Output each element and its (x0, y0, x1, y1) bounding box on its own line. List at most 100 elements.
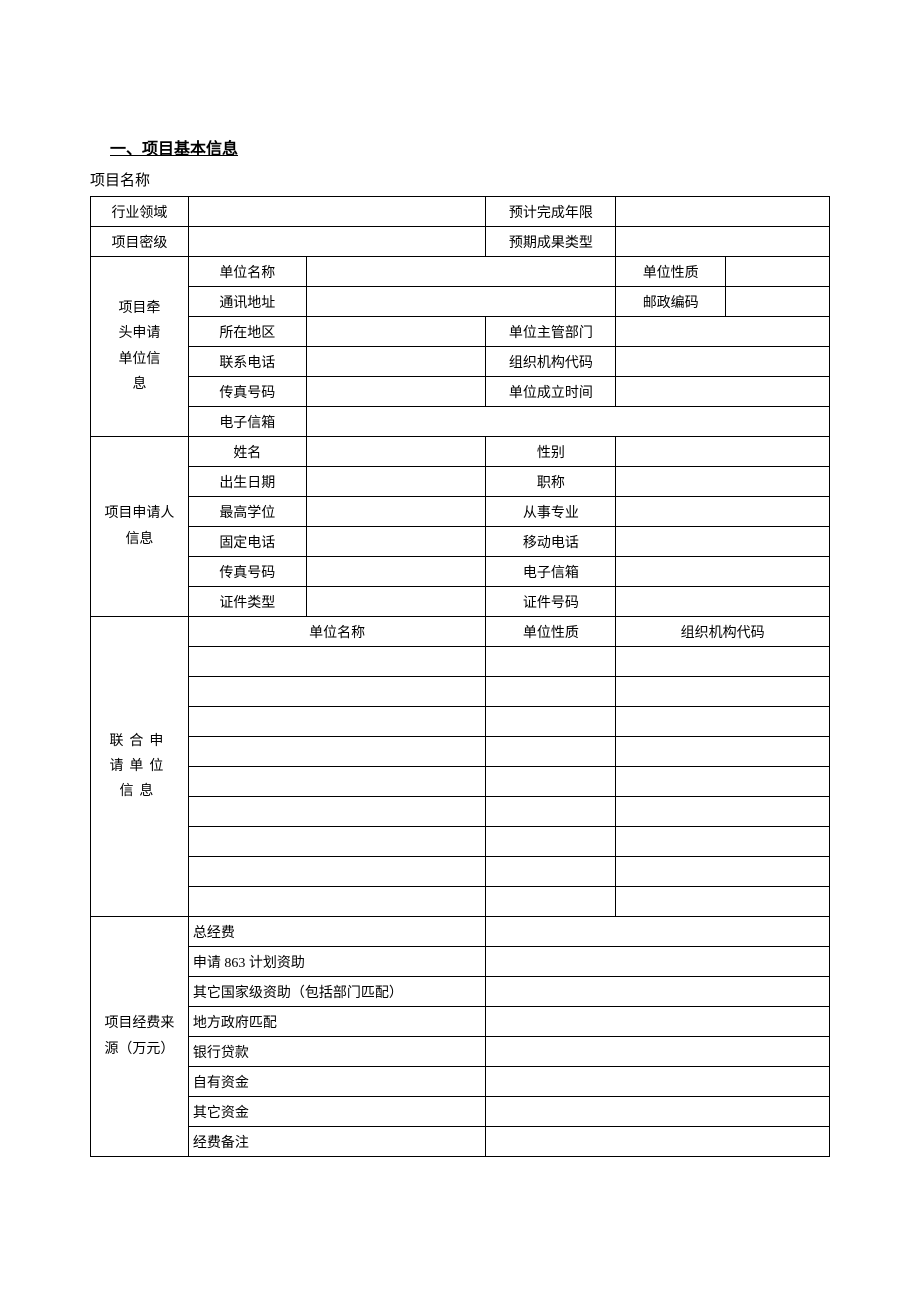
joint-org-4 (616, 737, 830, 767)
row-degree: 最高学位 从事专业 (91, 497, 830, 527)
joint-org-5 (616, 767, 830, 797)
joint-nature-7 (486, 827, 616, 857)
cell-title (616, 467, 830, 497)
cell-phone (306, 347, 486, 377)
label-applicant-email: 电子信箱 (486, 557, 616, 587)
label-industry: 行业领域 (91, 197, 189, 227)
cell-region (306, 317, 486, 347)
cell-industry-value (188, 197, 486, 227)
joint-org-3 (616, 707, 830, 737)
joint-nature-4 (486, 737, 616, 767)
row-lead-unit-name: 项目牵头申请单位信息 单位名称 单位性质 (91, 257, 830, 287)
joint-name-9 (188, 887, 486, 917)
label-joint-unitname: 单位名称 (188, 617, 486, 647)
cell-fax (306, 377, 486, 407)
label-joint-orgcode: 组织机构代码 (616, 617, 830, 647)
joint-nature-6 (486, 797, 616, 827)
cell-own (486, 1067, 830, 1097)
joint-name-8 (188, 857, 486, 887)
label-remark: 经费备注 (188, 1127, 486, 1157)
row-industry: 行业领域 预计完成年限 (91, 197, 830, 227)
joint-row-7 (91, 827, 830, 857)
joint-name-2 (188, 677, 486, 707)
joint-row-2 (91, 677, 830, 707)
label-mobile: 移动电话 (486, 527, 616, 557)
row-fund-total: 项目经费来源（万元） 总经费 (91, 917, 830, 947)
joint-org-6 (616, 797, 830, 827)
cell-birth (306, 467, 486, 497)
label-orgcode: 组织机构代码 (486, 347, 616, 377)
info-table: 行业领域 预计完成年限 项目密级 预期成果类型 项目牵头申请单位信息 单位名称 … (90, 196, 830, 1157)
cell-postal (726, 287, 830, 317)
label-deadline: 预计完成年限 (486, 197, 616, 227)
label-own: 自有资金 (188, 1067, 486, 1097)
cell-national (486, 977, 830, 1007)
row-fund-863: 申请 863 计划资助 (91, 947, 830, 977)
joint-nature-1 (486, 647, 616, 677)
cell-id-type (306, 587, 486, 617)
joint-row-6 (91, 797, 830, 827)
label-id-no: 证件号码 (486, 587, 616, 617)
cell-remark (486, 1127, 830, 1157)
joint-row-1 (91, 647, 830, 677)
label-unit-nature: 单位性质 (616, 257, 726, 287)
cell-mobile (616, 527, 830, 557)
joint-nature-5 (486, 767, 616, 797)
cell-deadline-value (616, 197, 830, 227)
joint-nature-8 (486, 857, 616, 887)
project-name-label: 项目名称 (90, 169, 830, 190)
label-phone: 联系电话 (188, 347, 306, 377)
joint-name-1 (188, 647, 486, 677)
row-fax: 传真号码 单位成立时间 (91, 377, 830, 407)
label-major: 从事专业 (486, 497, 616, 527)
label-outcome: 预期成果类型 (486, 227, 616, 257)
joint-name-6 (188, 797, 486, 827)
cell-major (616, 497, 830, 527)
joint-org-2 (616, 677, 830, 707)
header-joint: 联合申请单位信息 (91, 617, 189, 917)
cell-unit-nature (726, 257, 830, 287)
label-region: 所在地区 (188, 317, 306, 347)
joint-name-5 (188, 767, 486, 797)
joint-row-4 (91, 737, 830, 767)
cell-id-no (616, 587, 830, 617)
joint-org-7 (616, 827, 830, 857)
label-superior: 单位主管部门 (486, 317, 616, 347)
cell-total (486, 917, 830, 947)
header-funding: 项目经费来源（万元） (91, 917, 189, 1157)
joint-org-9 (616, 887, 830, 917)
row-birth: 出生日期 职称 (91, 467, 830, 497)
cell-name (306, 437, 486, 467)
joint-row-5 (91, 767, 830, 797)
cell-superior (616, 317, 830, 347)
cell-gender (616, 437, 830, 467)
row-phone: 联系电话 组织机构代码 (91, 347, 830, 377)
row-fund-own: 自有资金 (91, 1067, 830, 1097)
label-other: 其它资金 (188, 1097, 486, 1127)
row-joint-header: 联合申请单位信息 单位名称 单位性质 组织机构代码 (91, 617, 830, 647)
cell-outcome-value (616, 227, 830, 257)
joint-name-7 (188, 827, 486, 857)
label-postal: 邮政编码 (616, 287, 726, 317)
row-fund-other: 其它资金 (91, 1097, 830, 1127)
joint-row-8 (91, 857, 830, 887)
label-863: 申请 863 计划资助 (188, 947, 486, 977)
row-id: 证件类型 证件号码 (91, 587, 830, 617)
label-id-type: 证件类型 (188, 587, 306, 617)
cell-founded (616, 377, 830, 407)
label-joint-nature: 单位性质 (486, 617, 616, 647)
label-name: 姓名 (188, 437, 306, 467)
label-unit-name: 单位名称 (188, 257, 306, 287)
row-fund-bank: 银行贷款 (91, 1037, 830, 1067)
label-total: 总经费 (188, 917, 486, 947)
joint-nature-3 (486, 707, 616, 737)
row-fund-local: 地方政府匹配 (91, 1007, 830, 1037)
joint-nature-2 (486, 677, 616, 707)
row-applicant-name: 项目申请人信息 姓名 性别 (91, 437, 830, 467)
joint-row-9 (91, 887, 830, 917)
joint-row-3 (91, 707, 830, 737)
label-fixed-phone: 固定电话 (188, 527, 306, 557)
label-national: 其它国家级资助（包括部门匹配） (188, 977, 486, 1007)
joint-name-4 (188, 737, 486, 767)
label-secret: 项目密级 (91, 227, 189, 257)
